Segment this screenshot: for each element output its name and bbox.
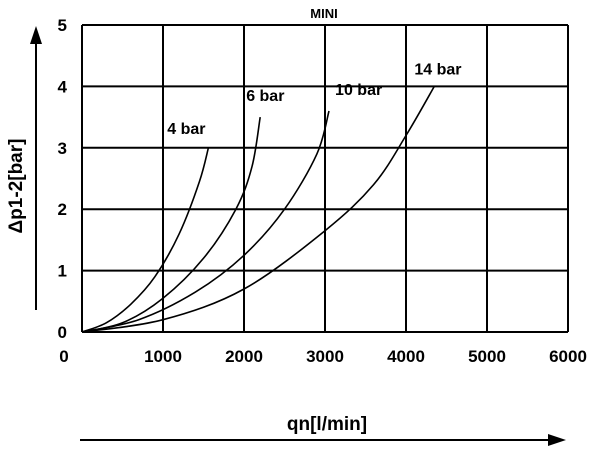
- series-curves: [81, 86, 435, 333]
- x-tick-label-1: 1000: [144, 347, 182, 366]
- y-tick-label-2: 2: [58, 200, 67, 219]
- x-tick-label-3: 3000: [306, 347, 344, 366]
- series-curve-1: [81, 147, 210, 333]
- x-tick-label-4: 4000: [387, 347, 425, 366]
- y-tick-label-1: 1: [58, 262, 67, 281]
- x-tick-label-0: 0: [59, 347, 68, 366]
- y-tick-label-5: 5: [58, 16, 67, 35]
- series-label-2: 6 bar: [246, 88, 284, 105]
- x-tick-label-6: 6000: [549, 347, 587, 366]
- series-label-4: 14 bar: [414, 61, 461, 78]
- series-curve-3: [81, 110, 330, 333]
- grid: [81, 24, 569, 333]
- x-axis-label: qn[l/min]: [287, 414, 367, 435]
- x-tick-label-5: 5000: [468, 347, 506, 366]
- series-curve-2: [81, 116, 261, 333]
- y-tick-label-4: 4: [58, 77, 68, 96]
- x-tick-label-2: 2000: [225, 347, 263, 366]
- series-labels: 4 bar 6 bar 10 bar 14 bar: [167, 61, 461, 137]
- y-axis-label: Δp1-2[bar]: [6, 139, 27, 234]
- y-tick-label-0: 0: [58, 323, 67, 342]
- series-label-1: 4 bar: [167, 121, 205, 138]
- chart-title: MINI: [310, 6, 337, 21]
- y-tick-label-3: 3: [58, 139, 67, 158]
- y-axis-arrow: [30, 26, 42, 310]
- x-axis-arrow: [80, 434, 566, 446]
- tick-labels: 0 1000 2000 3000 4000 5000 6000 0 1 2 3 4 5: [58, 16, 587, 366]
- series-label-3: 10 bar: [335, 82, 382, 99]
- series-curve-4: [81, 86, 435, 333]
